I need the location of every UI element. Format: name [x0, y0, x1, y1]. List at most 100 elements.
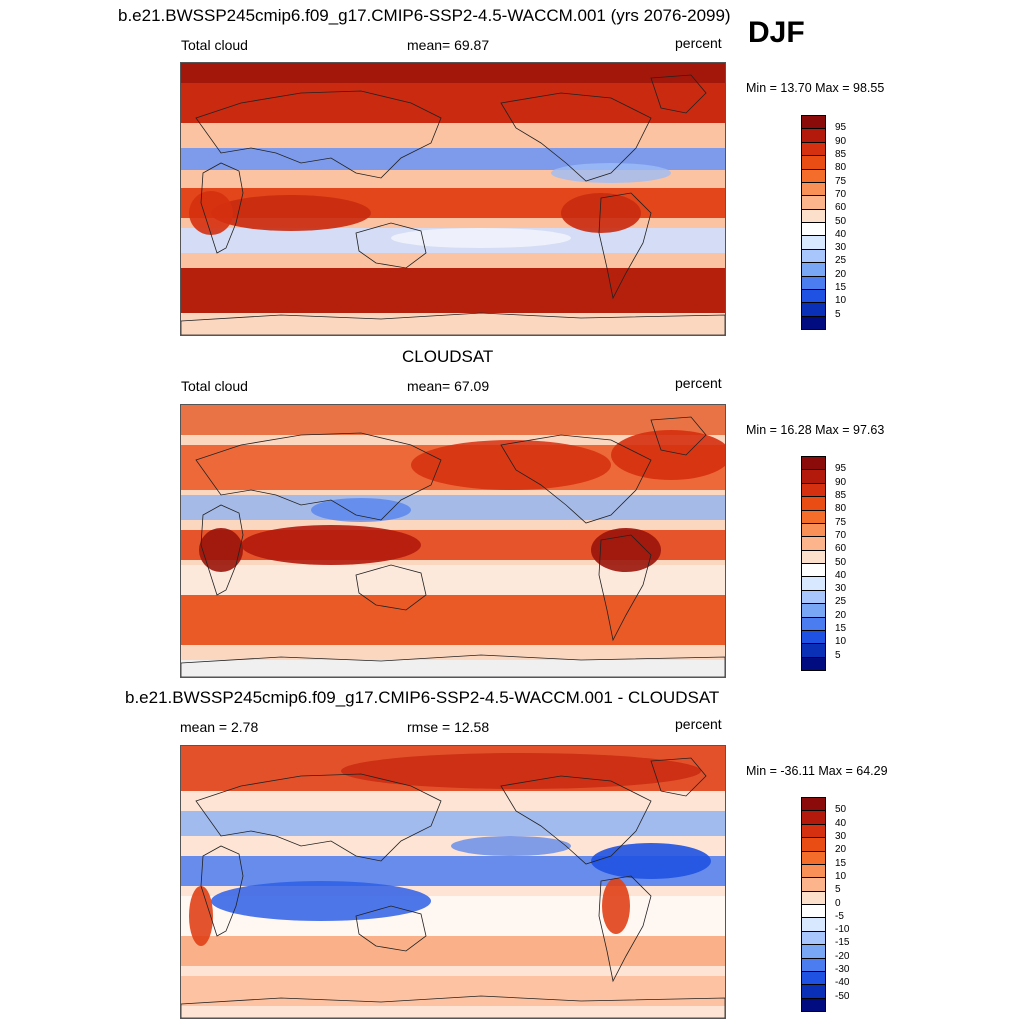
- colorbar-tick-label: 15: [835, 282, 847, 294]
- colorbar-tick-label: 40: [835, 817, 847, 829]
- panel1-title: b.e21.BWSSP245cmip6.f09_g17.CMIP6-SSP2-4…: [118, 6, 731, 25]
- colorbar-tick-label: 85: [835, 489, 847, 501]
- panel2-colorbar: [801, 456, 826, 671]
- colorbar-tick-label: 10: [835, 295, 847, 307]
- panel1-map-canvas: [181, 63, 725, 335]
- colorbar-box: [802, 497, 825, 511]
- colorbar-box: [802, 617, 825, 631]
- colorbar-box: [802, 657, 825, 670]
- colorbar-box: [802, 169, 825, 183]
- colorbar-box: [802, 590, 825, 605]
- panel2-minmax: Min = 16.28 Max = 97.63: [746, 423, 885, 437]
- panel2-map: [180, 404, 726, 678]
- panel1-variable-label: Total cloud: [181, 37, 248, 53]
- colorbar-tick-label: 80: [835, 503, 847, 515]
- colorbar-box: [802, 156, 825, 170]
- colorbar-box: [802, 470, 825, 484]
- colorbar-box: [802, 129, 825, 143]
- colorbar-box: [802, 604, 825, 618]
- colorbar-box: [802, 182, 825, 197]
- colorbar-tick-label: 15: [835, 857, 847, 869]
- colorbar-tick-label: 50: [835, 215, 847, 227]
- colorbar-box: [802, 918, 825, 932]
- colorbar-box: [802, 630, 825, 645]
- colorbar-tick-label: 50: [835, 556, 847, 568]
- season-label: DJF: [748, 16, 805, 49]
- colorbar-box: [802, 523, 825, 538]
- colorbar-tick-label: 85: [835, 148, 847, 160]
- colorbar-box: [802, 537, 825, 551]
- panel3-minmax: Min = -36.11 Max = 64.29: [746, 764, 888, 778]
- colorbar-tick-label: -20: [835, 950, 850, 962]
- colorbar-box: [802, 958, 825, 972]
- colorbar-box: [802, 483, 825, 498]
- panel3-units-label: percent: [675, 716, 722, 732]
- colorbar-tick-label: 70: [835, 188, 847, 200]
- panel2-map-canvas: [181, 405, 725, 677]
- colorbar-tick-label: 95: [835, 122, 847, 134]
- colorbar-box: [802, 811, 825, 825]
- panel2-mean-label: mean= 67.09: [407, 378, 490, 394]
- colorbar-tick-label: 5: [835, 649, 841, 661]
- colorbar-tick-label: 20: [835, 844, 847, 856]
- colorbar-box: [802, 142, 825, 157]
- panel1-mean-label: mean= 69.87: [407, 37, 490, 53]
- colorbar-tick-label: 80: [835, 162, 847, 174]
- colorbar-box: [802, 223, 825, 237]
- colorbar-box: [802, 249, 825, 264]
- colorbar-tick-label: 20: [835, 609, 847, 621]
- colorbar-box: [802, 276, 825, 290]
- colorbar-box: [802, 316, 825, 329]
- colorbar-tick-label: 90: [835, 476, 847, 488]
- colorbar-tick-label: 40: [835, 228, 847, 240]
- panel3-title: b.e21.BWSSP245cmip6.f09_g17.CMIP6-SSP2-4…: [125, 688, 720, 707]
- colorbar-tick-label: 30: [835, 830, 847, 842]
- panel1-units-label: percent: [675, 35, 722, 51]
- colorbar-box: [802, 263, 825, 277]
- colorbar-tick-label: 5: [835, 308, 841, 320]
- colorbar-tick-label: 30: [835, 583, 847, 595]
- colorbar-box: [802, 998, 825, 1011]
- colorbar-box: [802, 577, 825, 591]
- colorbar-box: [802, 864, 825, 879]
- colorbar-tick-label: -15: [835, 937, 850, 949]
- colorbar-box: [802, 891, 825, 905]
- colorbar-tick-label: 90: [835, 135, 847, 147]
- colorbar-tick-label: -30: [835, 964, 850, 976]
- colorbar-box: [802, 931, 825, 946]
- colorbar-tick-label: 60: [835, 202, 847, 214]
- colorbar-box: [802, 824, 825, 839]
- colorbar-tick-label: -10: [835, 924, 850, 936]
- colorbar-tick-label: 50: [835, 804, 847, 816]
- colorbar-box: [802, 945, 825, 959]
- colorbar-box: [802, 985, 825, 999]
- colorbar-tick-label: 25: [835, 255, 847, 267]
- colorbar-tick-label: 5: [835, 884, 841, 896]
- colorbar-box: [802, 289, 825, 304]
- panel2-units-label: percent: [675, 375, 722, 391]
- colorbar-tick-label: 40: [835, 569, 847, 581]
- colorbar-tick-label: 10: [835, 870, 847, 882]
- colorbar-tick-label: 25: [835, 596, 847, 608]
- colorbar-tick-label: -50: [835, 990, 850, 1002]
- colorbar-box: [802, 851, 825, 865]
- colorbar-box: [802, 116, 825, 130]
- panel1-colorbar: [801, 115, 826, 330]
- colorbar-box: [802, 236, 825, 250]
- colorbar-box: [802, 838, 825, 852]
- colorbar-tick-label: -5: [835, 910, 844, 922]
- colorbar-box: [802, 971, 825, 986]
- panel2-variable-label: Total cloud: [181, 378, 248, 394]
- colorbar-tick-label: 75: [835, 516, 847, 528]
- colorbar-tick-label: 95: [835, 463, 847, 475]
- panel2-title: CLOUDSAT: [402, 347, 494, 366]
- colorbar-tick-label: 20: [835, 268, 847, 280]
- panel3-map-canvas: [181, 746, 725, 1018]
- colorbar-box: [802, 550, 825, 564]
- colorbar-tick-label: 70: [835, 529, 847, 541]
- colorbar-tick-label: 75: [835, 175, 847, 187]
- colorbar-box: [802, 905, 825, 919]
- colorbar-tick-label: 0: [835, 897, 841, 909]
- colorbar-box: [802, 303, 825, 317]
- colorbar-box: [802, 209, 825, 223]
